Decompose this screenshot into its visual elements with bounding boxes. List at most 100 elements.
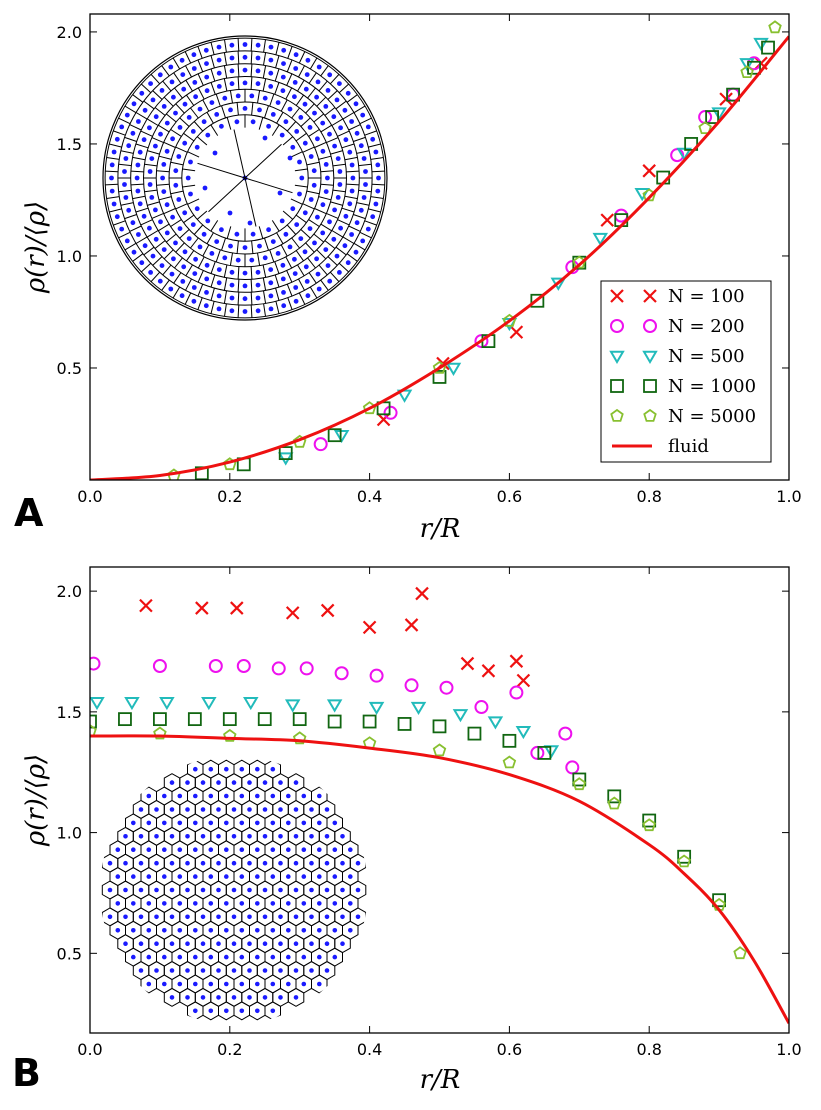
- inset-site: [293, 52, 299, 58]
- inset-cell-edge: [300, 117, 311, 127]
- inset-cell-edge: [314, 141, 327, 148]
- inset-site: [317, 874, 322, 879]
- inset-site: [335, 156, 341, 162]
- inset-cell-edge: [262, 65, 267, 79]
- inset-cell-edge: [120, 150, 134, 154]
- inset-cell-edge: [124, 105, 137, 114]
- inset-site: [286, 793, 291, 799]
- inset-site: [200, 995, 206, 1000]
- data-point: [284, 699, 301, 713]
- data-point: [572, 772, 587, 787]
- inset-site: [216, 306, 222, 312]
- inset-site: [146, 847, 152, 852]
- inset-site: [182, 140, 188, 146]
- inset-site: [169, 914, 175, 920]
- inset-cell-edge: [175, 103, 185, 114]
- inset-cell-edge: [179, 117, 190, 127]
- inset-site: [360, 112, 366, 118]
- x-tick-label: 0.0: [77, 1040, 102, 1059]
- inset-cell-edge: [197, 256, 205, 269]
- inset-site: [325, 263, 331, 268]
- inset-cell-edge: [196, 210, 208, 220]
- data-point: [432, 719, 447, 734]
- inset-site: [373, 201, 379, 207]
- inset-cell-edge: [185, 264, 193, 277]
- inset-site: [148, 81, 154, 86]
- inset-site: [139, 90, 145, 96]
- series-500: [90, 697, 560, 759]
- inset-cell-edge: [274, 82, 280, 95]
- inset-cell-edge: [318, 155, 332, 160]
- data-point: [327, 428, 342, 443]
- data-point: [230, 601, 244, 615]
- inset-site: [216, 780, 221, 785]
- inset-site: [278, 941, 283, 946]
- inset-site: [311, 182, 317, 188]
- inset-site: [308, 154, 314, 159]
- inset-site: [205, 218, 211, 224]
- inset-site: [122, 169, 127, 174]
- inset-cell-edge: [221, 105, 226, 119]
- x-tick-label: 0.0: [77, 487, 102, 506]
- inset-site: [177, 226, 183, 232]
- inset-site: [216, 44, 222, 50]
- data-point: [320, 603, 335, 618]
- inset-site: [150, 253, 156, 259]
- inset-site: [186, 236, 192, 242]
- inset-cell-edge: [286, 59, 293, 72]
- inset-site: [192, 271, 198, 276]
- inset-cell-edge: [326, 212, 339, 219]
- data-point: [530, 745, 545, 760]
- inset-site: [338, 125, 343, 131]
- inset-site: [337, 169, 343, 174]
- inset-site: [376, 175, 381, 181]
- inset-cell-edge: [113, 220, 126, 226]
- inset-site: [299, 175, 305, 181]
- inset-site: [159, 263, 165, 268]
- inset-site: [239, 901, 245, 906]
- inset-cell-edge: [297, 264, 305, 277]
- inset-cell-edge: [257, 90, 261, 104]
- inset-site: [255, 282, 261, 288]
- inset-cell-edge: [346, 94, 358, 103]
- inset-site: [278, 780, 283, 785]
- inset-site: [171, 256, 176, 262]
- inset-site: [239, 928, 245, 933]
- data-point: [740, 65, 754, 78]
- inset-cell-edge: [132, 156, 146, 161]
- inset-site: [131, 901, 136, 906]
- inset-cell-edge: [210, 220, 219, 232]
- inset-cell-edge: [237, 292, 240, 305]
- inset-site: [309, 860, 314, 866]
- inset-cell-edge: [251, 102, 254, 116]
- inset-site: [122, 182, 127, 187]
- inset-site: [349, 119, 354, 124]
- inset-cell-edge: [364, 220, 377, 226]
- inset-cell-edge: [175, 242, 185, 253]
- inset-site: [317, 928, 322, 933]
- inset-site: [270, 1008, 276, 1014]
- inset-cell-edge: [184, 292, 192, 305]
- inset-site: [149, 195, 155, 200]
- inset-cell-edge: [118, 117, 131, 125]
- legend-swatch: [610, 289, 624, 303]
- legend-label: N = 100: [668, 286, 745, 307]
- inset-cell-edge: [250, 51, 253, 64]
- inset-site: [268, 84, 274, 89]
- inset-cell-edge: [263, 290, 267, 304]
- data-point: [90, 656, 101, 671]
- inset-site: [302, 101, 308, 107]
- inset-site: [286, 981, 291, 987]
- inset-cell-edge: [326, 137, 339, 144]
- inset-site: [247, 995, 252, 1000]
- inset-site: [332, 820, 338, 826]
- inset-site: [293, 914, 299, 920]
- inset-site: [107, 914, 113, 920]
- inset-site: [204, 262, 210, 268]
- data-point: [487, 716, 504, 730]
- inset-cell-edge: [174, 87, 183, 99]
- inset-site: [317, 820, 322, 826]
- inset-site: [191, 66, 197, 71]
- inset-site: [162, 874, 167, 879]
- inset-site: [176, 154, 182, 159]
